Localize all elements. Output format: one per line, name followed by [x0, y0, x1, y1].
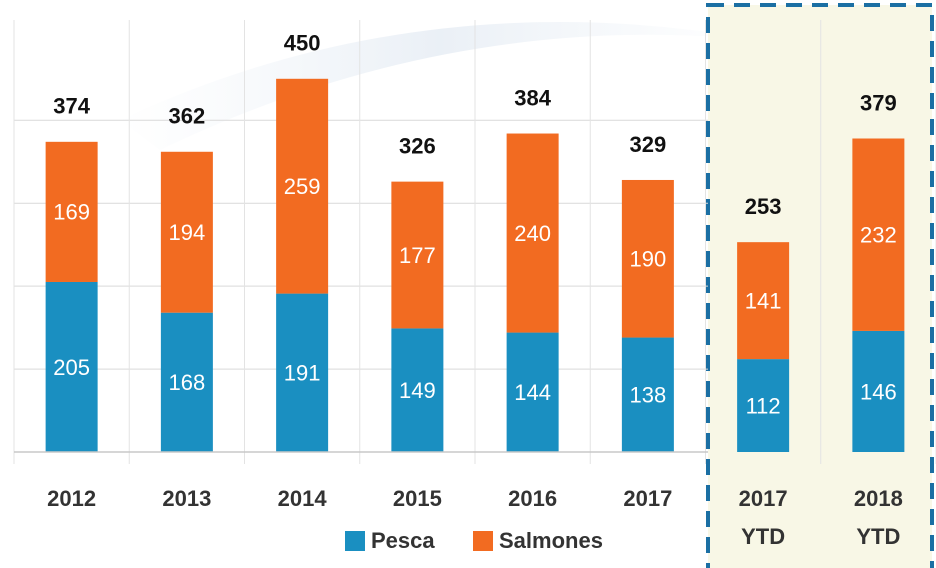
- x-tick-label: 2016: [508, 486, 557, 511]
- bar-segment: [276, 293, 329, 452]
- bar-segment: [621, 179, 674, 338]
- segment-label: 232: [860, 223, 897, 248]
- bar-segment: [391, 181, 444, 329]
- segment-label: 138: [630, 383, 667, 408]
- total-label: 362: [169, 104, 206, 129]
- segment-label: 149: [399, 378, 436, 403]
- bar-segment: [276, 78, 329, 294]
- segment-label: 177: [399, 243, 436, 268]
- bar-segment: [852, 330, 905, 452]
- bar-segment: [506, 332, 559, 452]
- bar-segment: [160, 312, 213, 452]
- bar-segment: [160, 151, 213, 313]
- x-tick-label: 2015: [393, 486, 442, 511]
- total-label: 329: [630, 132, 667, 157]
- bar-segment: [391, 328, 444, 452]
- legend-swatch: [473, 531, 493, 551]
- total-label: 450: [284, 31, 321, 56]
- x-tick-label: 2017 YTD: [739, 486, 788, 549]
- segment-label: 190: [630, 247, 667, 272]
- bar-segment: [45, 281, 98, 452]
- legend-label: Pesca: [371, 528, 435, 553]
- bar-segment: [852, 138, 905, 331]
- segment-label: 146: [860, 379, 897, 404]
- segment-label: 141: [745, 288, 782, 313]
- total-label: 384: [514, 85, 551, 110]
- segment-label: 191: [284, 361, 321, 386]
- segment-label: 168: [169, 370, 206, 395]
- bar-segment: [737, 242, 790, 360]
- segment-label: 194: [169, 220, 206, 245]
- segment-label: 259: [284, 174, 321, 199]
- total-label: 253: [745, 194, 782, 219]
- legend-swatch: [345, 531, 365, 551]
- bar-segment: [506, 133, 559, 333]
- bar-segment: [621, 337, 674, 452]
- x-tick-label: 2013: [162, 486, 211, 511]
- background-swoosh: [120, 22, 760, 150]
- legend-label: Salmones: [499, 528, 603, 553]
- x-tick-label: 2014: [278, 486, 328, 511]
- segment-label: 240: [514, 221, 551, 246]
- segment-label: 112: [746, 393, 781, 418]
- x-tick-label: 2017: [623, 486, 672, 511]
- segment-label: 205: [53, 355, 90, 380]
- x-tick-label: 2018 YTD: [854, 486, 903, 549]
- plot: 205 169 374 2012 168 194 362 2013 191 259 450 2014 1…: [13, 20, 936, 553]
- total-label: 326: [399, 133, 436, 158]
- bar-segment: [737, 359, 790, 452]
- segment-label: 144: [514, 380, 551, 405]
- x-tick-label: 2012: [47, 486, 96, 511]
- total-label: 374: [53, 94, 90, 119]
- segment-label: 169: [53, 200, 90, 225]
- bar-segment: [45, 141, 98, 282]
- total-label: 379: [860, 90, 897, 115]
